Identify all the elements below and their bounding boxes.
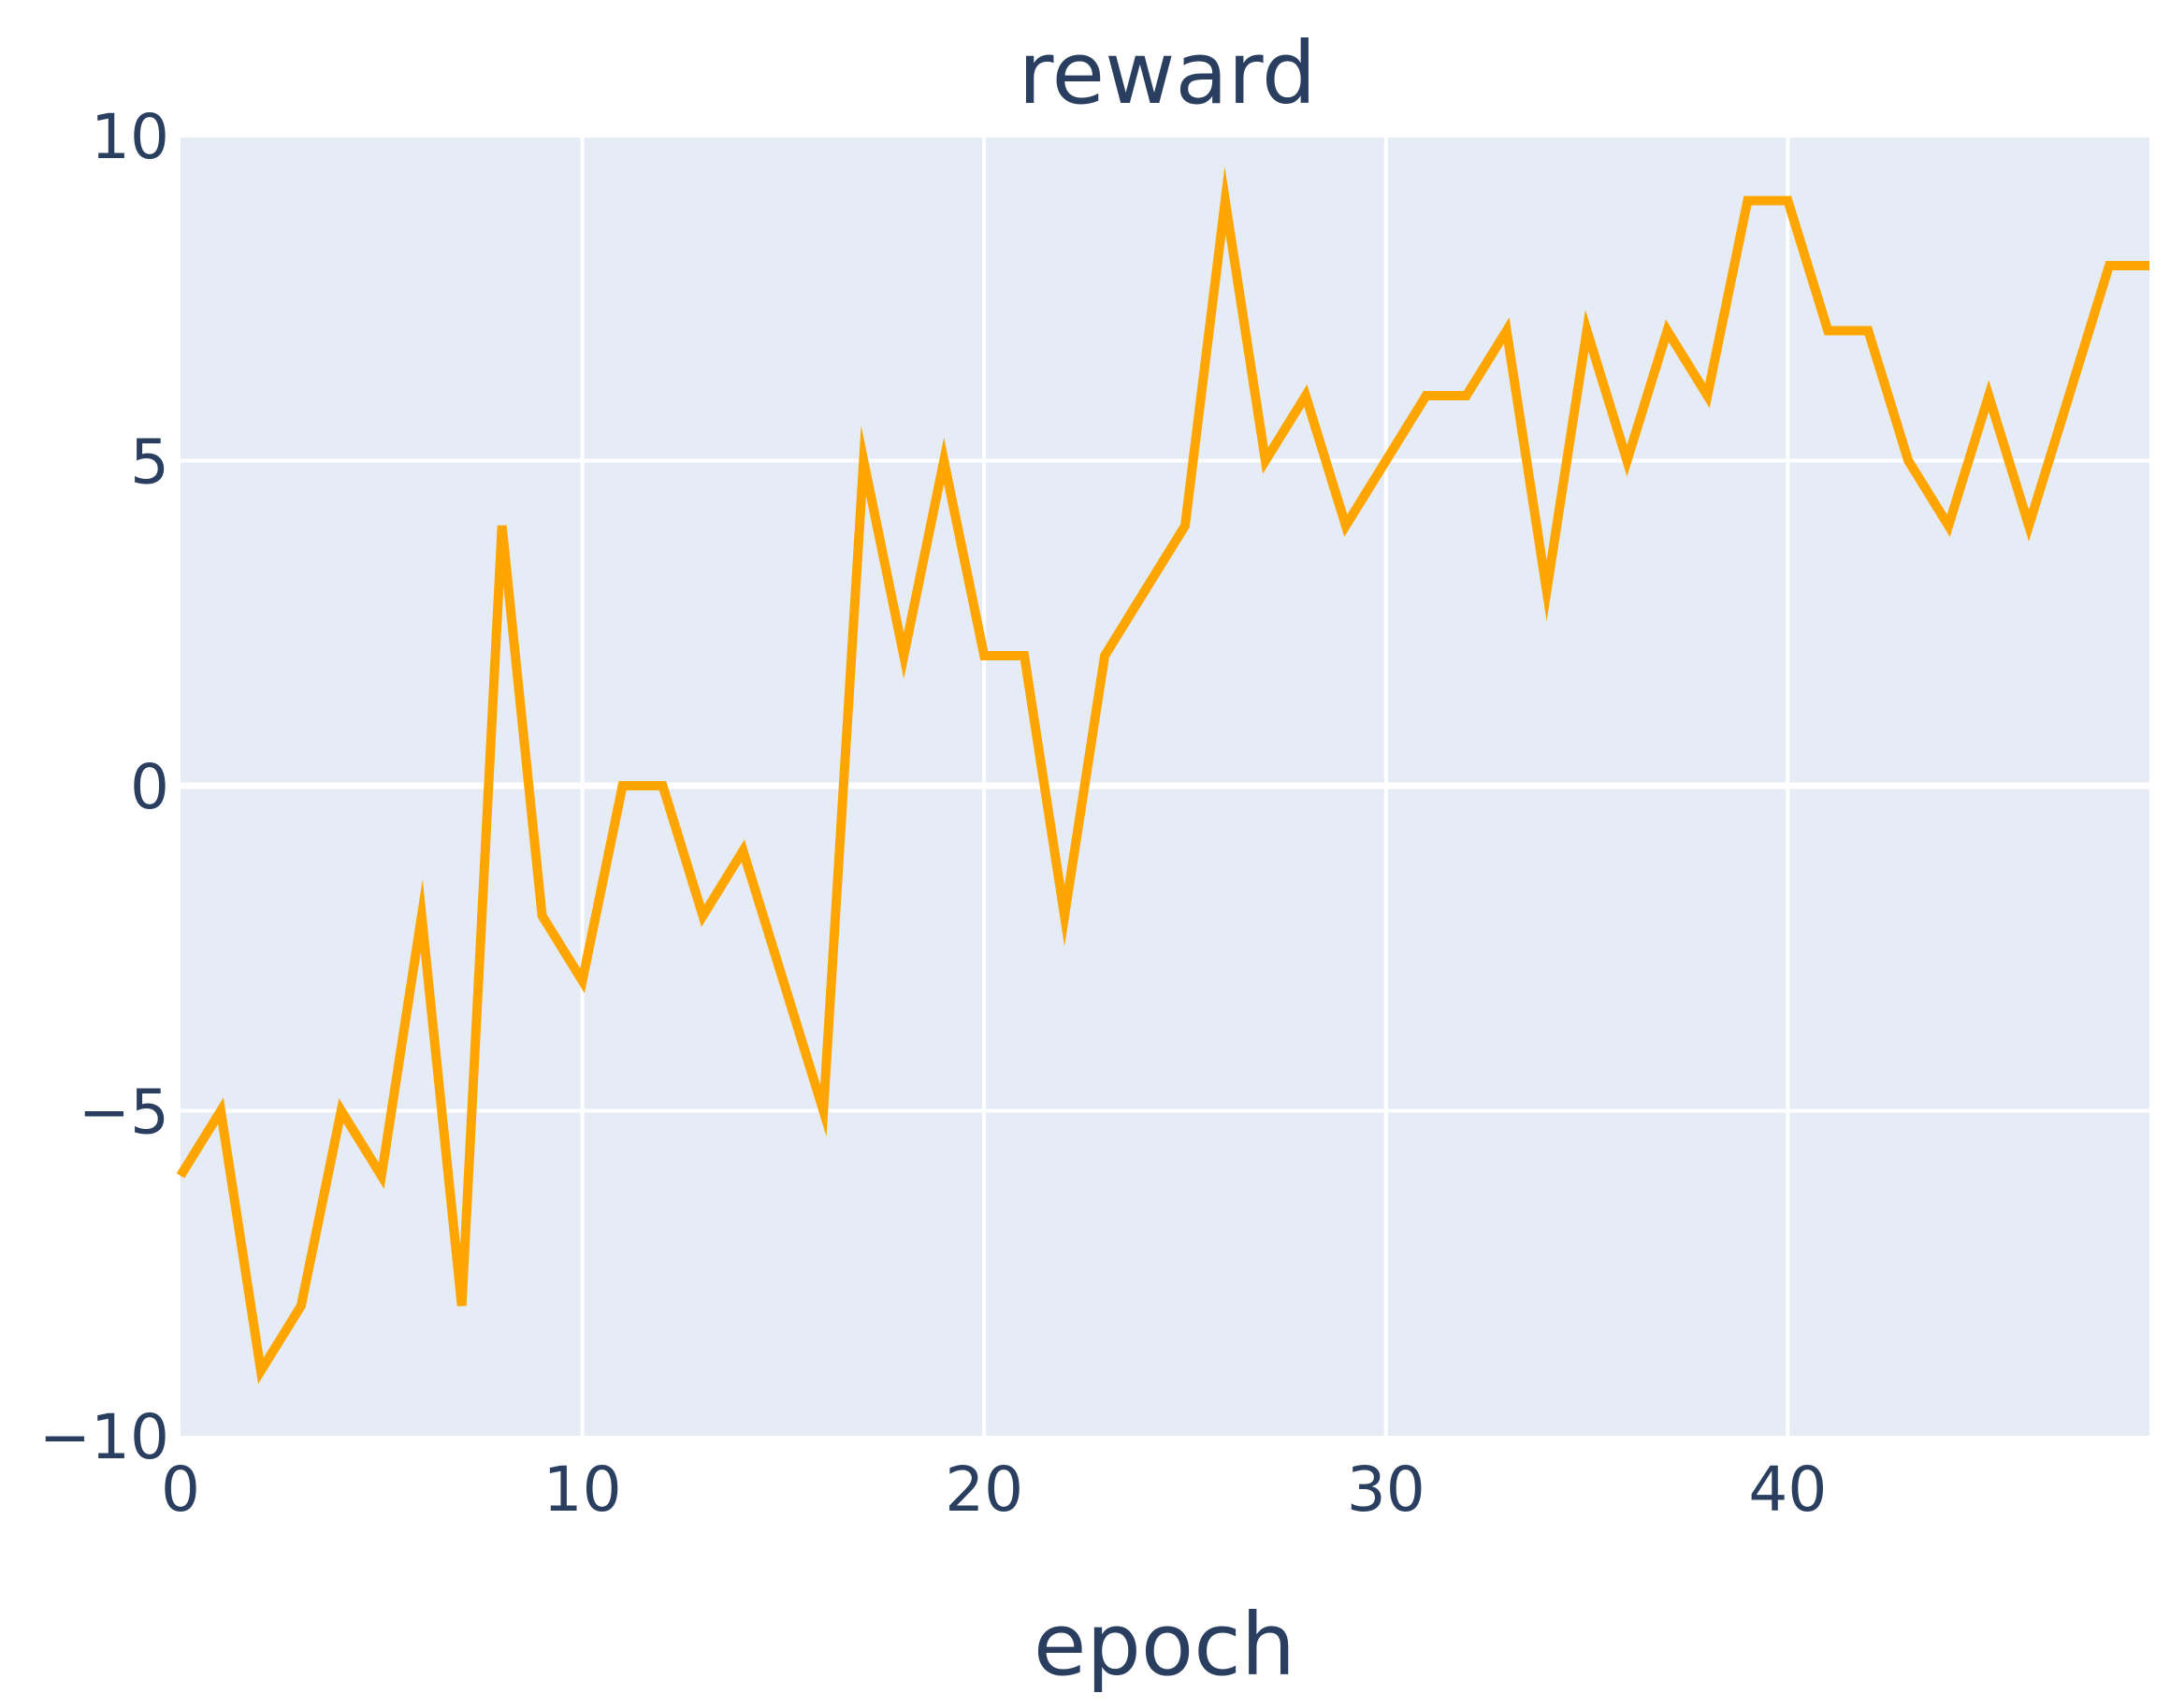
x-axis: 0 10 20 30 40 (161, 1454, 1827, 1526)
y-axis: −10 −5 0 5 10 (39, 101, 169, 1473)
y-tick-label: 0 (130, 751, 169, 823)
x-tick-label: 0 (161, 1454, 200, 1526)
series-layer (176, 166, 2149, 1384)
y-tick-label: −5 (79, 1077, 169, 1149)
x-axis-title: epoch (1034, 1595, 1295, 1695)
gridlines (181, 134, 2149, 1436)
x-tick-label: 10 (543, 1454, 622, 1526)
y-tick-label: 10 (91, 101, 169, 173)
series-line (176, 166, 2149, 1384)
x-tick-label: 40 (1748, 1454, 1827, 1526)
y-tick-label: 5 (130, 427, 169, 499)
y-tick-label: −10 (39, 1401, 169, 1473)
x-tick-label: 30 (1347, 1454, 1425, 1526)
x-tick-label: 20 (945, 1454, 1023, 1526)
chart-title: reward (1019, 23, 1317, 123)
